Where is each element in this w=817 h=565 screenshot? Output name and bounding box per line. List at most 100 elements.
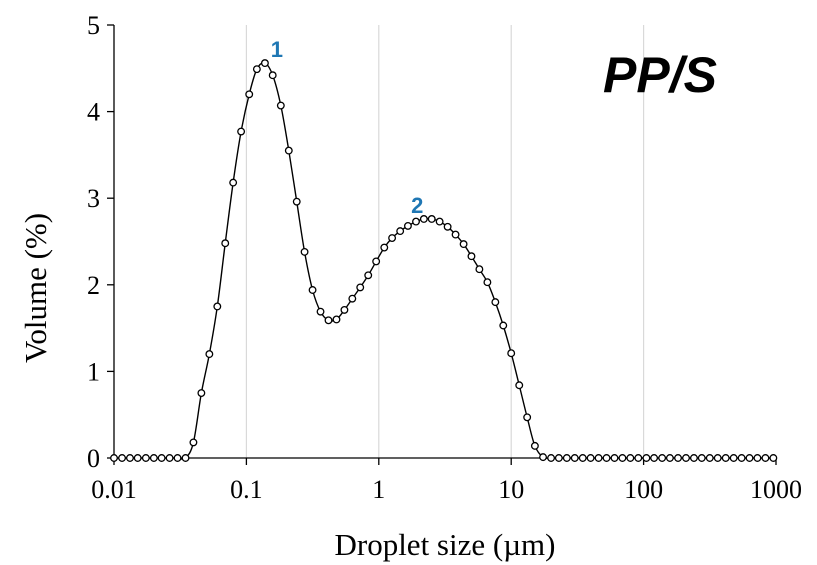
- data-point: [451, 230, 460, 239]
- data-point: [332, 315, 341, 324]
- y-tick-label: 1: [87, 357, 100, 386]
- data-point: [530, 441, 539, 450]
- x-tick-label: 0.1: [230, 475, 263, 504]
- data-point: [626, 454, 635, 462]
- data-point: [467, 252, 476, 261]
- data-point: [459, 240, 468, 249]
- data-point: [570, 454, 579, 462]
- data-point: [276, 101, 285, 110]
- y-tick-label: 2: [87, 271, 100, 300]
- data-point: [340, 305, 349, 314]
- data-point: [737, 454, 746, 462]
- data-point: [547, 454, 556, 462]
- data-point: [523, 413, 532, 422]
- data-point: [435, 217, 444, 226]
- data-point: [642, 454, 651, 462]
- data-point: [252, 65, 261, 74]
- data-point: [697, 454, 706, 462]
- data-point: [412, 217, 420, 226]
- data-point: [292, 197, 301, 206]
- data-point: [380, 243, 389, 252]
- data-point: [634, 454, 643, 462]
- data-point: [507, 349, 516, 358]
- data-point: [499, 321, 508, 330]
- x-tick-label: 1: [372, 475, 385, 504]
- data-point: [149, 454, 158, 462]
- data-point: [284, 146, 293, 155]
- data-point: [578, 454, 587, 462]
- data-point: [308, 286, 317, 294]
- y-tick-label: 3: [87, 184, 100, 213]
- data-point: [268, 71, 277, 80]
- x-tick-label: 100: [624, 475, 663, 504]
- data-point: [475, 265, 484, 274]
- data-point: [141, 454, 150, 462]
- data-point: [562, 454, 571, 462]
- peak-annotations: 12: [271, 37, 424, 218]
- data-point: [594, 454, 603, 462]
- data-point: [165, 454, 174, 462]
- data-point: [110, 454, 118, 462]
- data-point: [539, 453, 547, 462]
- x-tick-label: 1000: [750, 475, 802, 504]
- x-tick-label: 0.01: [91, 475, 137, 504]
- peak-label: 1: [271, 37, 283, 62]
- data-point: [602, 454, 611, 462]
- data-point: [610, 454, 619, 462]
- y-tick-label: 5: [87, 11, 100, 40]
- data-point: [372, 257, 381, 266]
- peak-label: 2: [411, 193, 423, 218]
- data-point: [689, 454, 698, 462]
- data-point: [721, 454, 730, 462]
- data-point: [674, 454, 682, 462]
- data-point: [300, 247, 309, 256]
- y-axis-title: Volume (%): [18, 213, 53, 363]
- data-point: [126, 454, 134, 462]
- data-point: [260, 59, 269, 68]
- vertical-gridlines: [245, 25, 645, 458]
- data-point: [443, 222, 452, 231]
- data-point: [419, 215, 428, 223]
- data-point: [245, 90, 254, 99]
- x-axis-title: Droplet size (µm): [334, 527, 555, 562]
- data-point: [229, 178, 238, 187]
- data-point: [491, 298, 500, 307]
- data-point: [705, 454, 714, 462]
- data-point: [515, 381, 524, 390]
- data-point: [356, 283, 365, 292]
- data-point: [133, 454, 142, 462]
- data-point: [745, 454, 754, 462]
- data-point: [403, 221, 412, 230]
- data-point: [221, 239, 230, 248]
- data-point: [761, 454, 770, 462]
- data-point: [388, 234, 397, 242]
- series: [110, 59, 778, 462]
- data-point: [324, 316, 333, 325]
- data-point: [237, 127, 246, 136]
- data-point: [427, 215, 436, 223]
- data-point: [682, 454, 690, 462]
- data-point: [753, 454, 762, 462]
- series-line: [113, 62, 774, 460]
- data-point: [396, 227, 405, 236]
- data-point: [586, 454, 595, 462]
- data-point: [189, 438, 198, 447]
- data-point: [348, 294, 357, 303]
- data-point: [118, 454, 126, 462]
- data-point: [157, 454, 166, 462]
- data-point: [665, 454, 674, 462]
- data-point: [658, 454, 667, 462]
- x-tick-label: 10: [498, 475, 524, 504]
- data-point: [554, 454, 563, 462]
- data-point: [197, 389, 206, 397]
- data-point: [729, 454, 738, 462]
- data-point: [769, 454, 778, 462]
- data-point: [713, 454, 722, 462]
- data-point: [483, 278, 492, 287]
- data-point: [650, 454, 659, 462]
- data-point: [181, 454, 190, 462]
- y-tick-label: 0: [87, 444, 100, 473]
- data-point: [364, 271, 373, 280]
